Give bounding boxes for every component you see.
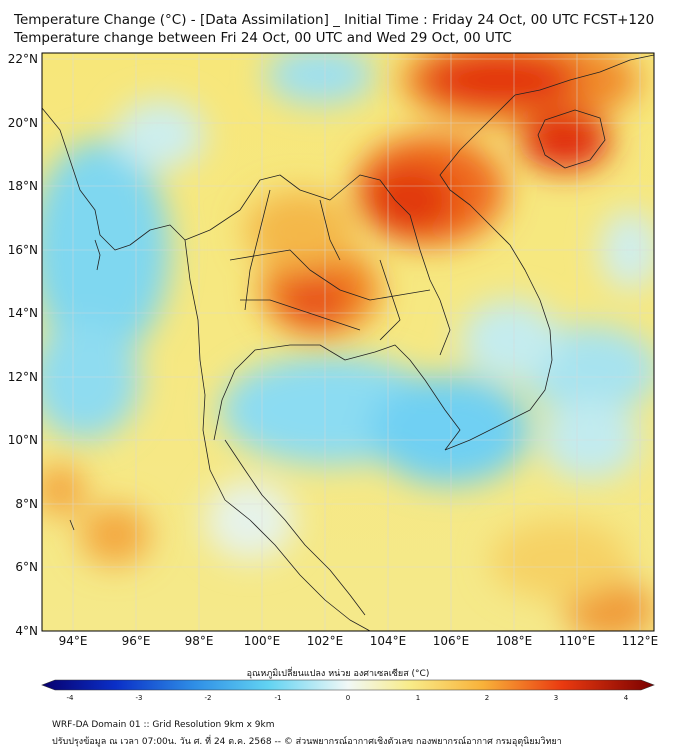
lat-label: 12°N xyxy=(8,370,38,384)
update-info: ปรับปรุงข้อมูล ณ เวลา 07:00น. วัน ศ. ที่… xyxy=(52,737,562,747)
lat-label: 20°N xyxy=(8,116,38,130)
colorbar-tick: -1 xyxy=(274,694,282,702)
colorbar-tick: 4 xyxy=(623,694,629,702)
colorbar xyxy=(41,679,655,691)
lon-label: 102°E xyxy=(307,634,344,648)
colorbar-label: อุณหภูมิเปลี่ยนแปลง หน่วย องศาเซลเซียส (… xyxy=(246,669,430,679)
coastlines xyxy=(42,54,654,631)
lon-label: 110°E xyxy=(559,634,596,648)
map-subtitle: Temperature change between Fri 24 Oct, 0… xyxy=(14,30,512,46)
lat-label: 4°N xyxy=(15,624,38,638)
colorbar-tick: -4 xyxy=(66,694,74,702)
lat-label: 14°N xyxy=(8,306,38,320)
temperature-field xyxy=(42,53,654,631)
lat-label: 16°N xyxy=(8,243,38,257)
lat-label: 8°N xyxy=(15,497,38,511)
lat-label: 22°N xyxy=(8,52,38,66)
colorbar-tick: 0 xyxy=(345,694,351,702)
colorbar-tick: -2 xyxy=(204,694,212,702)
lon-label: 98°E xyxy=(185,634,214,648)
colorbar-tick: 1 xyxy=(415,694,421,702)
colorbar-tick: 3 xyxy=(553,694,559,702)
lat-label: 10°N xyxy=(8,433,38,447)
lon-label: 94°E xyxy=(59,634,88,648)
map-title: Temperature Change (°C) - [Data Assimila… xyxy=(14,12,655,28)
lat-label: 6°N xyxy=(15,560,38,574)
lon-label: 100°E xyxy=(244,634,281,648)
lon-label: 96°E xyxy=(122,634,151,648)
lon-label: 108°E xyxy=(496,634,533,648)
lon-label: 106°E xyxy=(433,634,470,648)
lat-label: 18°N xyxy=(8,179,38,193)
colorbar-tick: -3 xyxy=(135,694,143,702)
colorbar-tick: 2 xyxy=(484,694,490,702)
map-frame xyxy=(41,52,655,632)
lon-label: 112°E xyxy=(622,634,659,648)
model-info: WRF-DA Domain 01 :: Grid Resolution 9km … xyxy=(52,720,275,730)
lon-label: 104°E xyxy=(370,634,407,648)
